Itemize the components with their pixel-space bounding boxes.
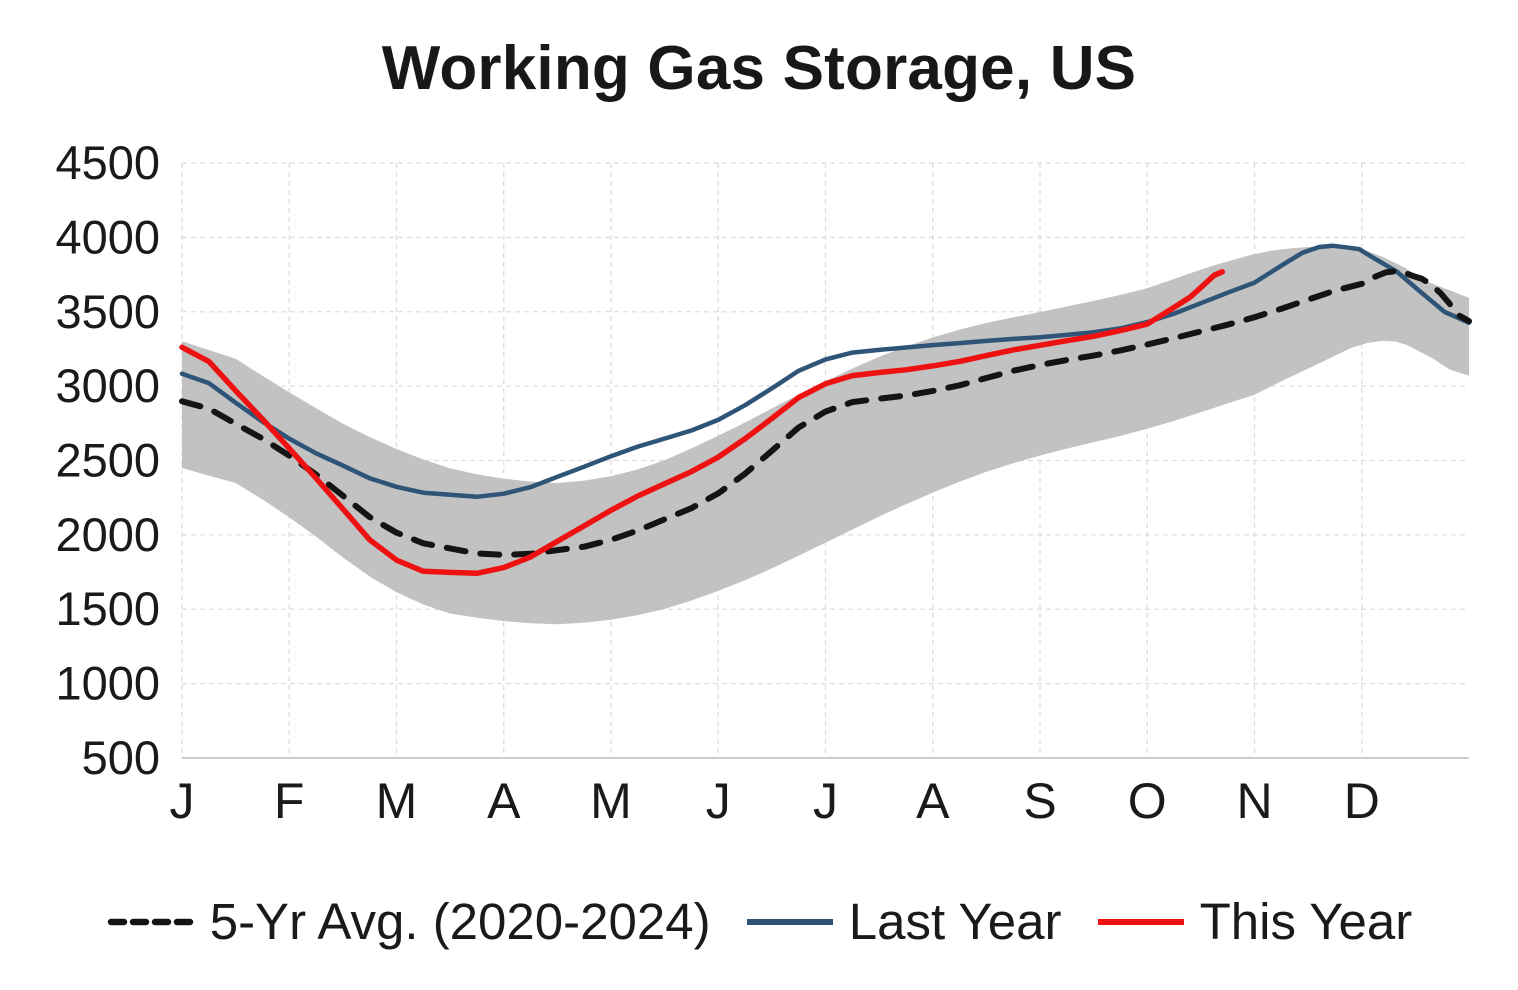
svg-text:A: A — [487, 773, 521, 829]
svg-text:3000: 3000 — [55, 359, 160, 412]
svg-text:S: S — [1023, 773, 1056, 829]
svg-text:N: N — [1236, 773, 1272, 829]
svg-text:2500: 2500 — [55, 434, 160, 487]
svg-text:D: D — [1344, 773, 1380, 829]
svg-text:J: J — [706, 773, 731, 829]
svg-text:M: M — [376, 773, 418, 829]
svg-text:M: M — [590, 773, 632, 829]
svg-text:2000: 2000 — [55, 508, 160, 561]
svg-text:1000: 1000 — [55, 657, 160, 710]
svg-text:500: 500 — [82, 731, 160, 784]
svg-text:4500: 4500 — [55, 136, 160, 189]
svg-text:J: J — [813, 773, 838, 829]
svg-text:1500: 1500 — [55, 582, 160, 635]
svg-text:O: O — [1128, 773, 1167, 829]
svg-text:3500: 3500 — [55, 285, 160, 338]
svg-text:4000: 4000 — [55, 210, 160, 263]
svg-text:A: A — [916, 773, 950, 829]
svg-text:J: J — [170, 773, 195, 829]
svg-text:F: F — [274, 773, 305, 829]
